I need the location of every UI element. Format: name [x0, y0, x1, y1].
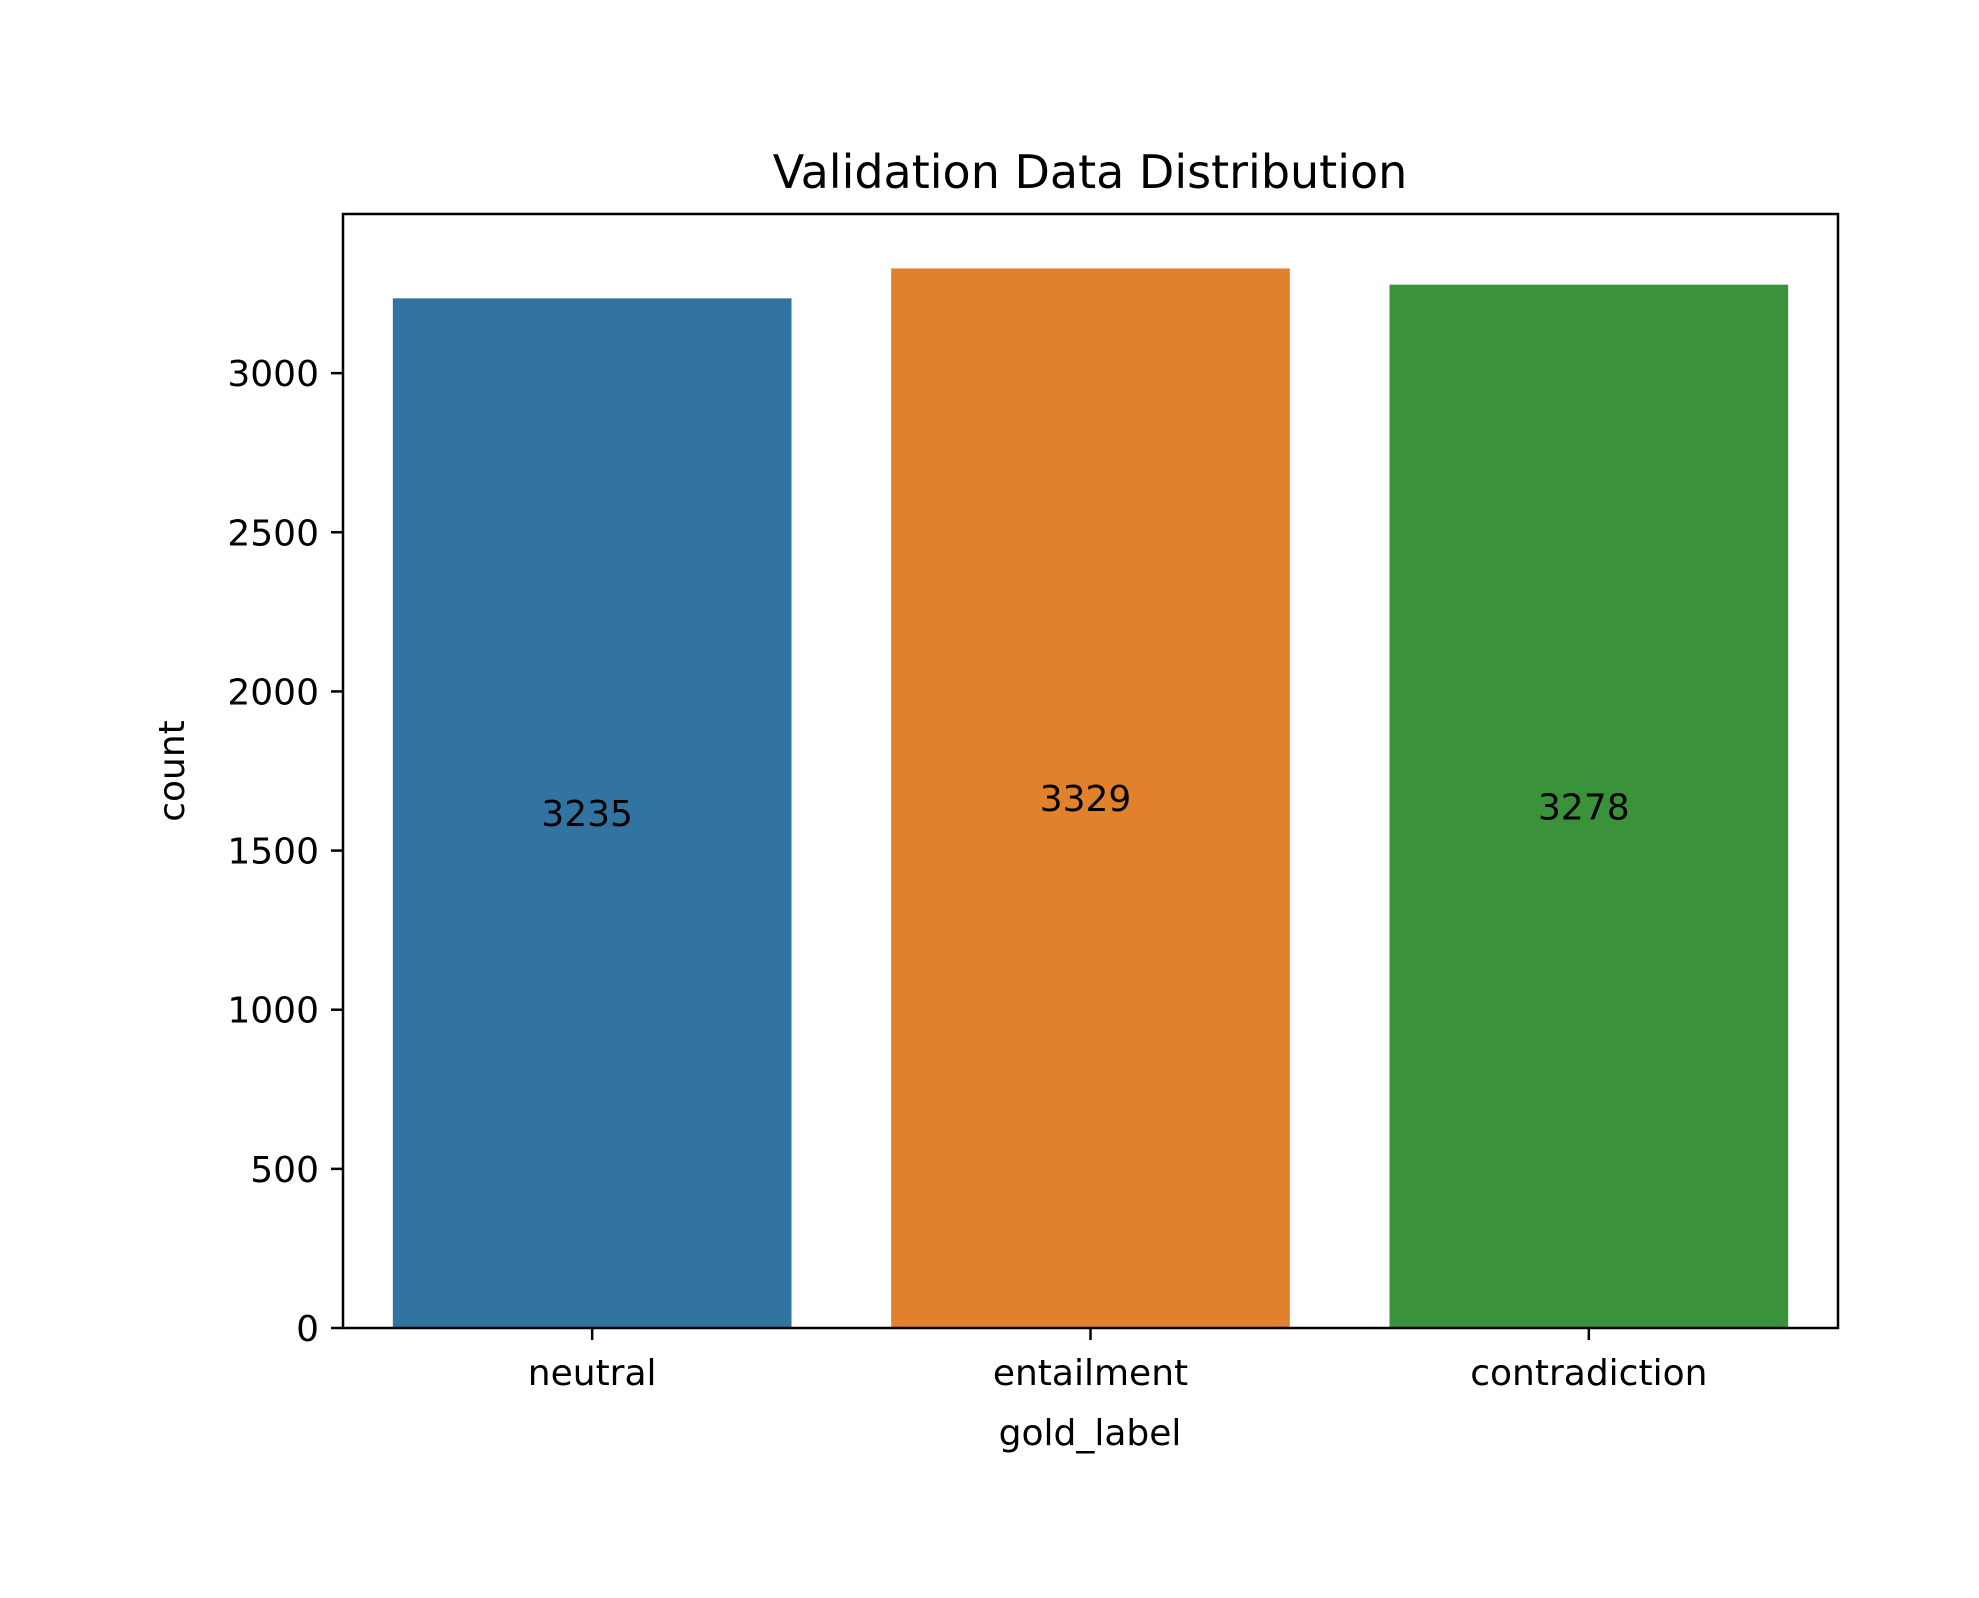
- y-tick-label-3000: 3000: [227, 354, 319, 395]
- x-tick-label-entailment: entailment: [993, 1353, 1188, 1394]
- y-axis-label: count: [152, 720, 193, 822]
- y-tick-label-0: 0: [296, 1309, 319, 1350]
- bars-group: [392, 268, 1789, 1328]
- y-tick-label-500: 500: [250, 1150, 319, 1191]
- x-tick-label-neutral: neutral: [528, 1353, 657, 1394]
- y-tick-label-1500: 1500: [227, 832, 319, 873]
- chart-title: Validation Data Distribution: [773, 145, 1408, 199]
- data-label-entailment: 3329: [1040, 779, 1132, 820]
- y-axis: 0 500 1000 1500 2000 2500 3000: [227, 354, 343, 1350]
- data-label-neutral: 3235: [541, 794, 633, 835]
- bar-neutral: [392, 298, 792, 1328]
- x-axis-label: gold_label: [999, 1413, 1182, 1454]
- data-labels-group: 3235 3329 3278: [541, 779, 1629, 835]
- y-tick-label-1000: 1000: [227, 991, 319, 1032]
- y-tick-label-2000: 2000: [227, 672, 319, 713]
- x-tick-label-contradiction: contradiction: [1470, 1353, 1707, 1394]
- bar-entailment: [891, 268, 1290, 1328]
- x-axis: neutral entailment contradiction: [528, 1328, 1707, 1394]
- data-label-contradiction: 3278: [1538, 787, 1630, 828]
- bar-contradiction: [1389, 284, 1789, 1328]
- y-tick-label-2500: 2500: [227, 513, 319, 554]
